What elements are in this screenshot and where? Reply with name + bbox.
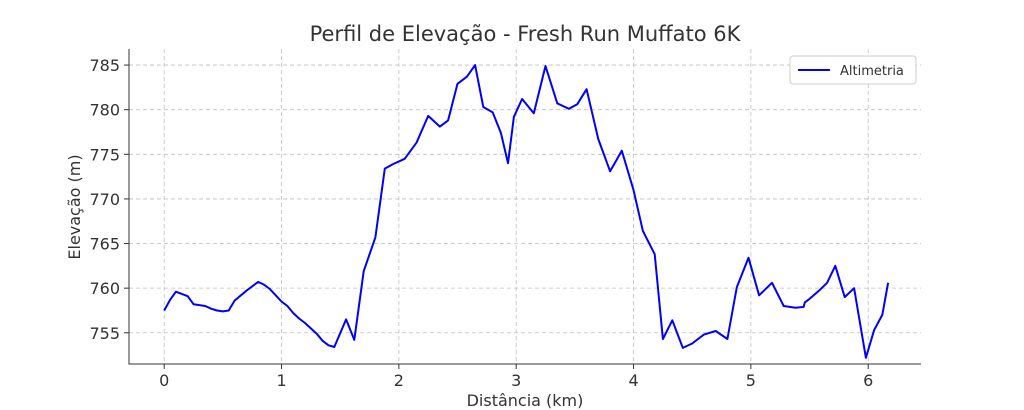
legend-box xyxy=(789,55,917,85)
y-tick-label: 765 xyxy=(89,235,120,254)
x-tick-label: 4 xyxy=(628,371,638,390)
x-tick-label: 2 xyxy=(394,371,404,390)
series-layer xyxy=(163,64,890,359)
legend-label: Altimetria xyxy=(840,64,904,79)
chart-title: Perfil de Elevação - Fresh Run Muffato 6… xyxy=(310,22,742,46)
series-line-altimetria xyxy=(163,64,890,359)
x-axis-label: Distância (km) xyxy=(467,391,584,410)
grid xyxy=(129,49,921,364)
tick-labels: 0 1 2 3 4 5 6 755 760 765 770 775 780 785 xyxy=(89,56,873,390)
y-tick-label: 770 xyxy=(89,190,120,209)
y-tick-label: 785 xyxy=(89,56,120,75)
x-tick-label: 1 xyxy=(276,371,286,390)
y-tick-label: 780 xyxy=(89,101,120,120)
y-tick-label: 760 xyxy=(89,279,120,298)
y-tick-label: 755 xyxy=(89,324,120,343)
x-tick-label: 6 xyxy=(863,371,873,390)
x-tick-label: 5 xyxy=(746,371,756,390)
axes xyxy=(124,49,921,369)
x-tick-label: 3 xyxy=(511,371,521,390)
y-tick-label: 775 xyxy=(89,145,120,164)
legend: Altimetria xyxy=(789,55,917,85)
axis-spines xyxy=(128,49,921,365)
y-axis-label: Elevação (m) xyxy=(65,154,84,259)
x-tick-label: 0 xyxy=(159,371,169,390)
